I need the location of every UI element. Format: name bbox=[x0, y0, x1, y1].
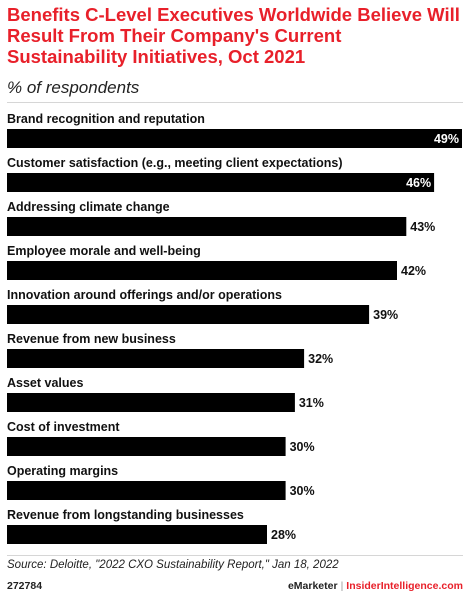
header-divider bbox=[7, 102, 463, 103]
category-label: Revenue from new business bbox=[7, 332, 176, 346]
bar bbox=[7, 481, 286, 500]
value-label: 28% bbox=[271, 528, 296, 542]
category-label: Asset values bbox=[7, 376, 83, 390]
value-label: 39% bbox=[373, 308, 398, 322]
chart-id: 272784 bbox=[7, 580, 43, 592]
value-label: 31% bbox=[299, 396, 324, 410]
value-label: 42% bbox=[401, 264, 426, 278]
bar-chart: Brand recognition and reputation 49% Custo… bbox=[7, 112, 462, 544]
brand-name: eMarketer bbox=[287, 580, 338, 592]
value-label: 32% bbox=[308, 352, 333, 366]
category-label: Operating margins bbox=[7, 464, 118, 478]
category-label: Brand recognition and reputation bbox=[7, 112, 205, 126]
bar bbox=[7, 349, 305, 368]
category-label: Revenue from longstanding businesses bbox=[7, 508, 244, 522]
chart-title: Benefits C-Level Executives Worldwide Be… bbox=[7, 4, 460, 67]
bar bbox=[7, 217, 407, 236]
chart-subtitle: % of respondents bbox=[7, 78, 140, 97]
category-label: Cost of investment bbox=[7, 420, 120, 434]
bar bbox=[7, 437, 286, 456]
source-note: Source: Deloitte, "2022 CXO Sustainabili… bbox=[7, 559, 339, 571]
bar bbox=[7, 525, 267, 544]
bar bbox=[7, 173, 435, 192]
bar bbox=[7, 129, 462, 148]
value-label: 46% bbox=[406, 176, 431, 190]
value-label: 43% bbox=[410, 220, 435, 234]
value-label: 30% bbox=[290, 484, 315, 498]
brand-site: InsiderIntelligence.com bbox=[346, 580, 463, 592]
value-label: 49% bbox=[434, 132, 459, 146]
footer-brand: eMarketer | InsiderIntelligence.com bbox=[288, 580, 463, 592]
category-label: Innovation around offerings and/or opera… bbox=[7, 288, 282, 302]
brand-separator: | bbox=[340, 580, 344, 592]
bar bbox=[7, 261, 397, 280]
source-divider bbox=[7, 555, 463, 556]
bar bbox=[7, 305, 370, 324]
bar bbox=[7, 393, 295, 412]
category-label: Addressing climate change bbox=[7, 200, 170, 214]
category-label: Employee morale and well-being bbox=[7, 244, 201, 258]
category-label: Customer satisfaction (e.g., meeting cli… bbox=[7, 156, 343, 170]
value-label: 30% bbox=[290, 440, 315, 454]
